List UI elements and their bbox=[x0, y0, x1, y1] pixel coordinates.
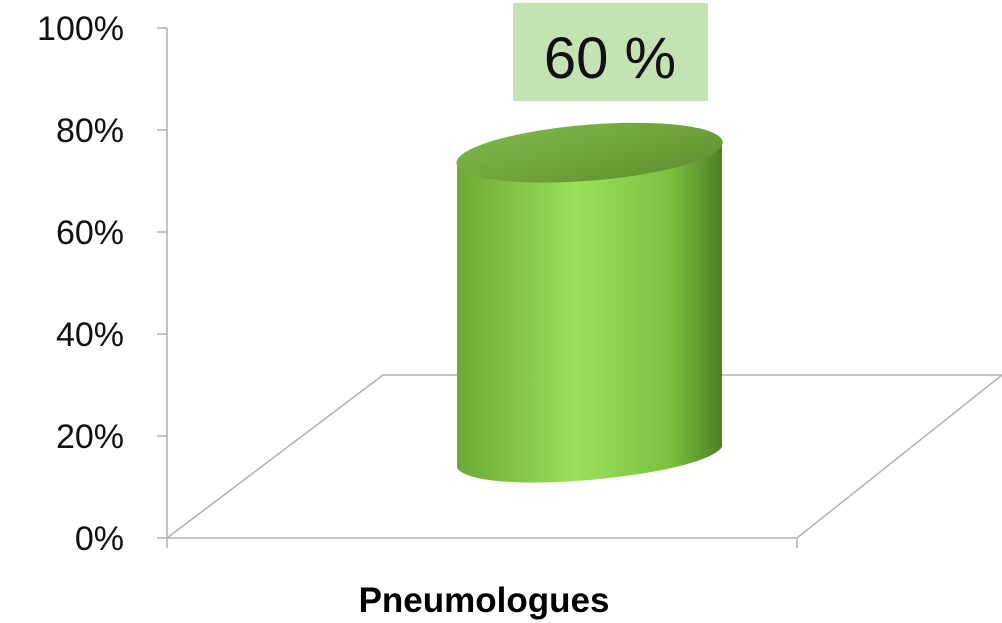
data-label-background bbox=[513, 3, 708, 101]
category-label-pneumologues: Pneumologues bbox=[359, 581, 610, 620]
y-axis-ticks: 0% 20% 40% 60% 80% 100% bbox=[37, 10, 167, 558]
y-tick-label-20: 20% bbox=[56, 418, 124, 456]
y-tick-label-80: 80% bbox=[56, 112, 124, 150]
data-label: 60 % bbox=[513, 3, 708, 101]
y-tick-label-100: 100% bbox=[37, 10, 124, 48]
bars bbox=[456, 122, 723, 483]
bar-pneumologues-top bbox=[456, 122, 723, 183]
data-label-60: 60 % bbox=[544, 26, 676, 91]
bar-pneumologues-body bbox=[457, 142, 722, 483]
y-tick-label-0: 0% bbox=[75, 520, 124, 558]
y-tick-label-60: 60% bbox=[56, 214, 124, 252]
y-tick-label-40: 40% bbox=[56, 316, 124, 354]
